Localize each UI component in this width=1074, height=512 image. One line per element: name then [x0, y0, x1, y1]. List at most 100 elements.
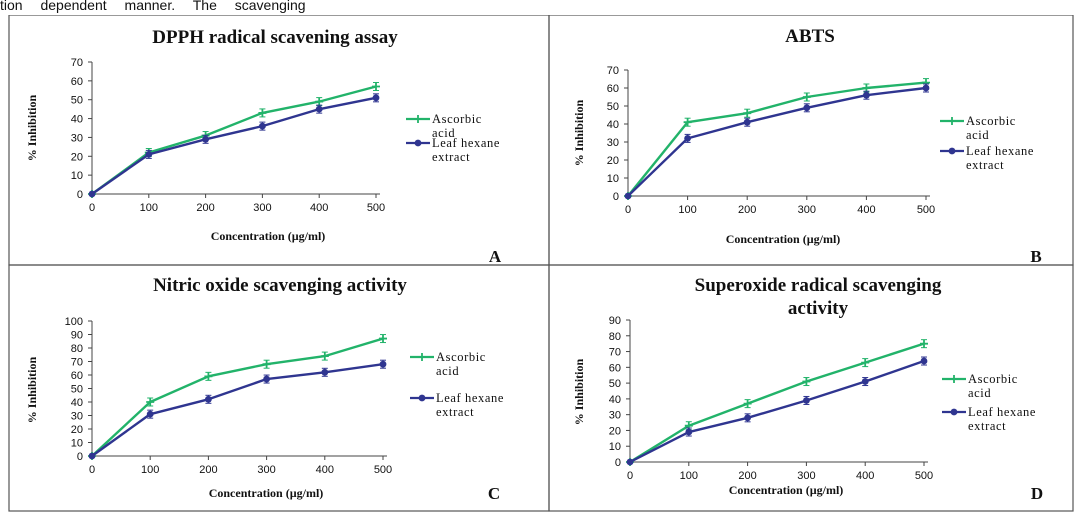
y-tick-label: 10	[607, 173, 619, 185]
data-point	[321, 368, 329, 376]
x-axis-label: Concentration (µg/ml)	[729, 483, 844, 497]
legend-marker	[950, 375, 958, 383]
y-tick-label: 0	[77, 189, 83, 201]
data-point	[920, 357, 928, 365]
x-tick-label: 400	[316, 464, 334, 476]
y-tick-label: 20	[609, 425, 621, 437]
x-tick-label: 500	[367, 202, 385, 214]
y-tick-label: 70	[71, 57, 83, 69]
series-line-leaf-hexane-extract	[91, 96, 377, 195]
series-line-leaf-hexane-extract	[91, 363, 384, 457]
x-tick-label: 500	[915, 470, 933, 482]
y-tick-label: 10	[71, 170, 83, 182]
legend-marker	[948, 117, 956, 125]
x-tick-label: 400	[857, 204, 875, 216]
data-point	[88, 190, 96, 198]
panel-letter: D	[1031, 484, 1043, 503]
data-point	[743, 118, 751, 126]
data-point	[743, 109, 752, 118]
data-point	[146, 410, 154, 418]
legend-marker	[948, 147, 956, 155]
y-tick-label: 40	[71, 114, 83, 126]
y-tick-label: 10	[71, 438, 83, 450]
x-tick-label: 300	[257, 464, 275, 476]
panel-letter: B	[1030, 247, 1041, 266]
chart-title: DPPH radical scavening assay	[152, 27, 398, 48]
series-line-ascorbic-acid	[629, 342, 925, 464]
data-point	[88, 452, 96, 460]
x-tick-label: 500	[917, 204, 935, 216]
chart-panel-a: DPPH radical scavening assay 0 10 20 30 40 50 6…	[25, 27, 502, 266]
x-tick-label: 400	[310, 202, 328, 214]
data-point	[145, 151, 153, 158]
y-tick-label: 40	[71, 397, 83, 409]
x-tick-label: 0	[89, 202, 95, 214]
y-tick-label: 70	[607, 65, 619, 77]
x-tick-label: 100	[141, 464, 159, 476]
series-line-ascorbic-acid	[91, 85, 377, 195]
y-tick-label: 60	[71, 370, 83, 382]
legend-label: Ascorbic acid	[968, 372, 1018, 400]
data-point	[205, 395, 212, 403]
y-tick-label: 70	[71, 357, 83, 369]
data-point	[204, 372, 213, 381]
y-tick-label: 80	[609, 331, 621, 343]
y-tick-label: 0	[613, 191, 619, 203]
data-point	[861, 358, 870, 367]
y-tick-label: 0	[615, 457, 621, 469]
y-tick-label: 70	[609, 347, 621, 359]
data-point	[379, 334, 387, 343]
data-point	[743, 399, 752, 408]
y-tick-label: 60	[609, 362, 621, 374]
chart-panel-c: Nitric oxide scavenging activity01020304…	[25, 275, 504, 503]
data-point	[920, 339, 928, 348]
legend-label: Ascorbic acid	[966, 114, 1016, 142]
data-point	[861, 378, 869, 385]
data-point	[258, 108, 267, 117]
chart-title: Superoxide radical scavenging	[695, 275, 942, 296]
x-tick-label: 0	[89, 464, 95, 476]
legend-marker	[950, 408, 958, 416]
chart-title: ABTS	[785, 26, 835, 47]
data-point	[315, 105, 323, 113]
y-tick-label: 10	[609, 441, 621, 453]
data-point	[744, 414, 751, 422]
legend-label: Leaf hexane extract	[436, 391, 504, 419]
data-point	[803, 104, 811, 112]
y-tick-label: 80	[71, 343, 83, 355]
data-point	[863, 91, 870, 99]
y-tick-label: 30	[71, 411, 83, 423]
legend-label: Leaf hexane extract	[966, 144, 1034, 172]
data-point	[259, 122, 266, 130]
y-tick-label: 50	[71, 384, 83, 396]
y-axis-label: % Inhibition	[572, 358, 586, 425]
y-tick-label: 30	[71, 132, 83, 144]
chart-title: activity	[788, 298, 849, 319]
chart-title: Nitric oxide scavenging activity	[153, 275, 407, 296]
data-point	[862, 84, 871, 92]
x-tick-label: 300	[253, 202, 271, 214]
y-tick-label: 60	[71, 76, 83, 88]
x-tick-label: 200	[199, 464, 217, 476]
y-axis-label: % Inhibition	[25, 356, 39, 423]
chart-panel-b: ABTS 0 10 20 30 40 50 60 70 0 100 200 300 400 500 % Inh…	[572, 26, 1042, 266]
x-tick-label: 200	[738, 470, 756, 482]
y-tick-label: 30	[607, 137, 619, 149]
series-line-ascorbic-acid	[627, 81, 927, 197]
x-axis-label: Concentration (µg/ml)	[726, 232, 841, 246]
panel-border	[548, 264, 1074, 512]
series-line-leaf-hexane-extract	[627, 86, 927, 197]
y-tick-label: 50	[607, 101, 619, 113]
figure: DPPH radical scavening assay010203040506…	[8, 15, 1074, 512]
y-axis-label: % Inhibition	[572, 99, 586, 166]
x-axis-label: Concentration (µg/ml)	[211, 229, 326, 243]
data-point	[624, 192, 632, 200]
data-point	[315, 97, 324, 106]
data-point	[685, 428, 693, 436]
data-point	[262, 360, 271, 369]
x-tick-label: 100	[680, 470, 698, 482]
y-tick-label: 50	[609, 378, 621, 390]
data-point	[683, 118, 692, 127]
header-text-fragment: tion dependent manner. The scavenging	[0, 0, 306, 13]
